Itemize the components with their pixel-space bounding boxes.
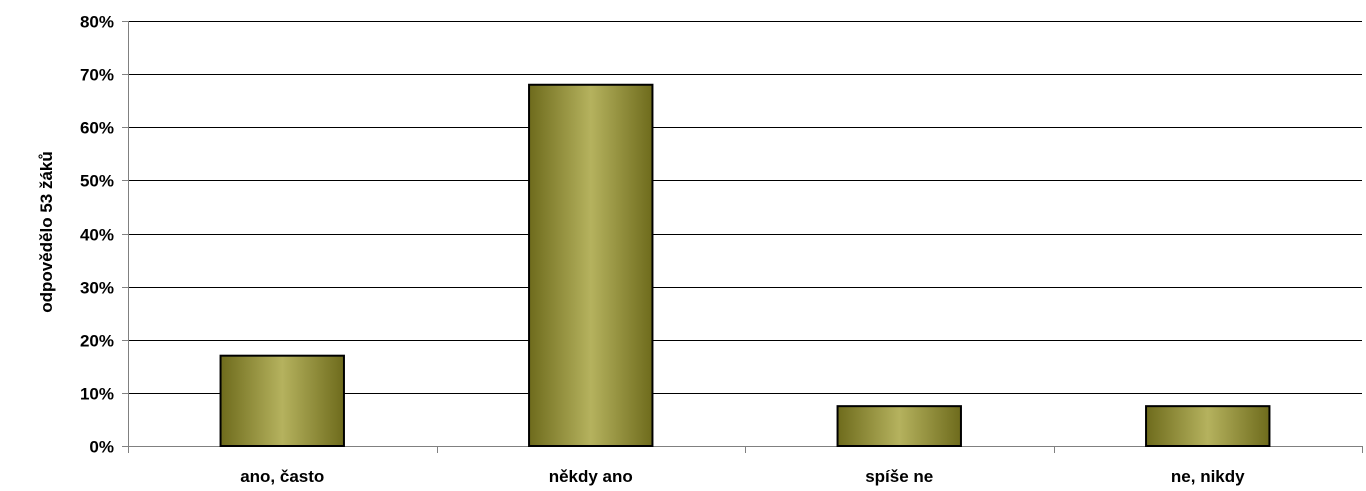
bar-1	[219, 354, 345, 447]
y-tick-label: 30%	[80, 279, 114, 298]
y-tick-label: 60%	[80, 119, 114, 138]
y-tick-label: 0%	[89, 438, 114, 457]
y-axis-title: odpovědělo 53 žáků	[37, 151, 56, 313]
x-category-labels: ano, často někdy ano spíše ne ne, nikdy	[240, 467, 1245, 486]
y-tick-label: 40%	[80, 226, 114, 245]
x-category-label: ne, nikdy	[1171, 467, 1245, 486]
y-tick-labels: 0% 10% 20% 30% 40% 50% 60% 70% 80%	[80, 13, 114, 457]
bar-2	[528, 83, 654, 447]
x-category-label: ano, často	[240, 467, 324, 486]
x-category-label: někdy ano	[549, 467, 633, 486]
bars	[219, 83, 1271, 447]
gridlines	[128, 21, 1362, 394]
bar-4	[1145, 405, 1271, 447]
x-category-label: spíše ne	[865, 467, 933, 486]
y-tick-label: 20%	[80, 332, 114, 351]
y-tick-label: 10%	[80, 385, 114, 404]
y-tick-label: 50%	[80, 172, 114, 191]
y-tick-label: 80%	[80, 13, 114, 32]
bar-3	[836, 405, 962, 447]
y-tick-label: 70%	[80, 66, 114, 85]
